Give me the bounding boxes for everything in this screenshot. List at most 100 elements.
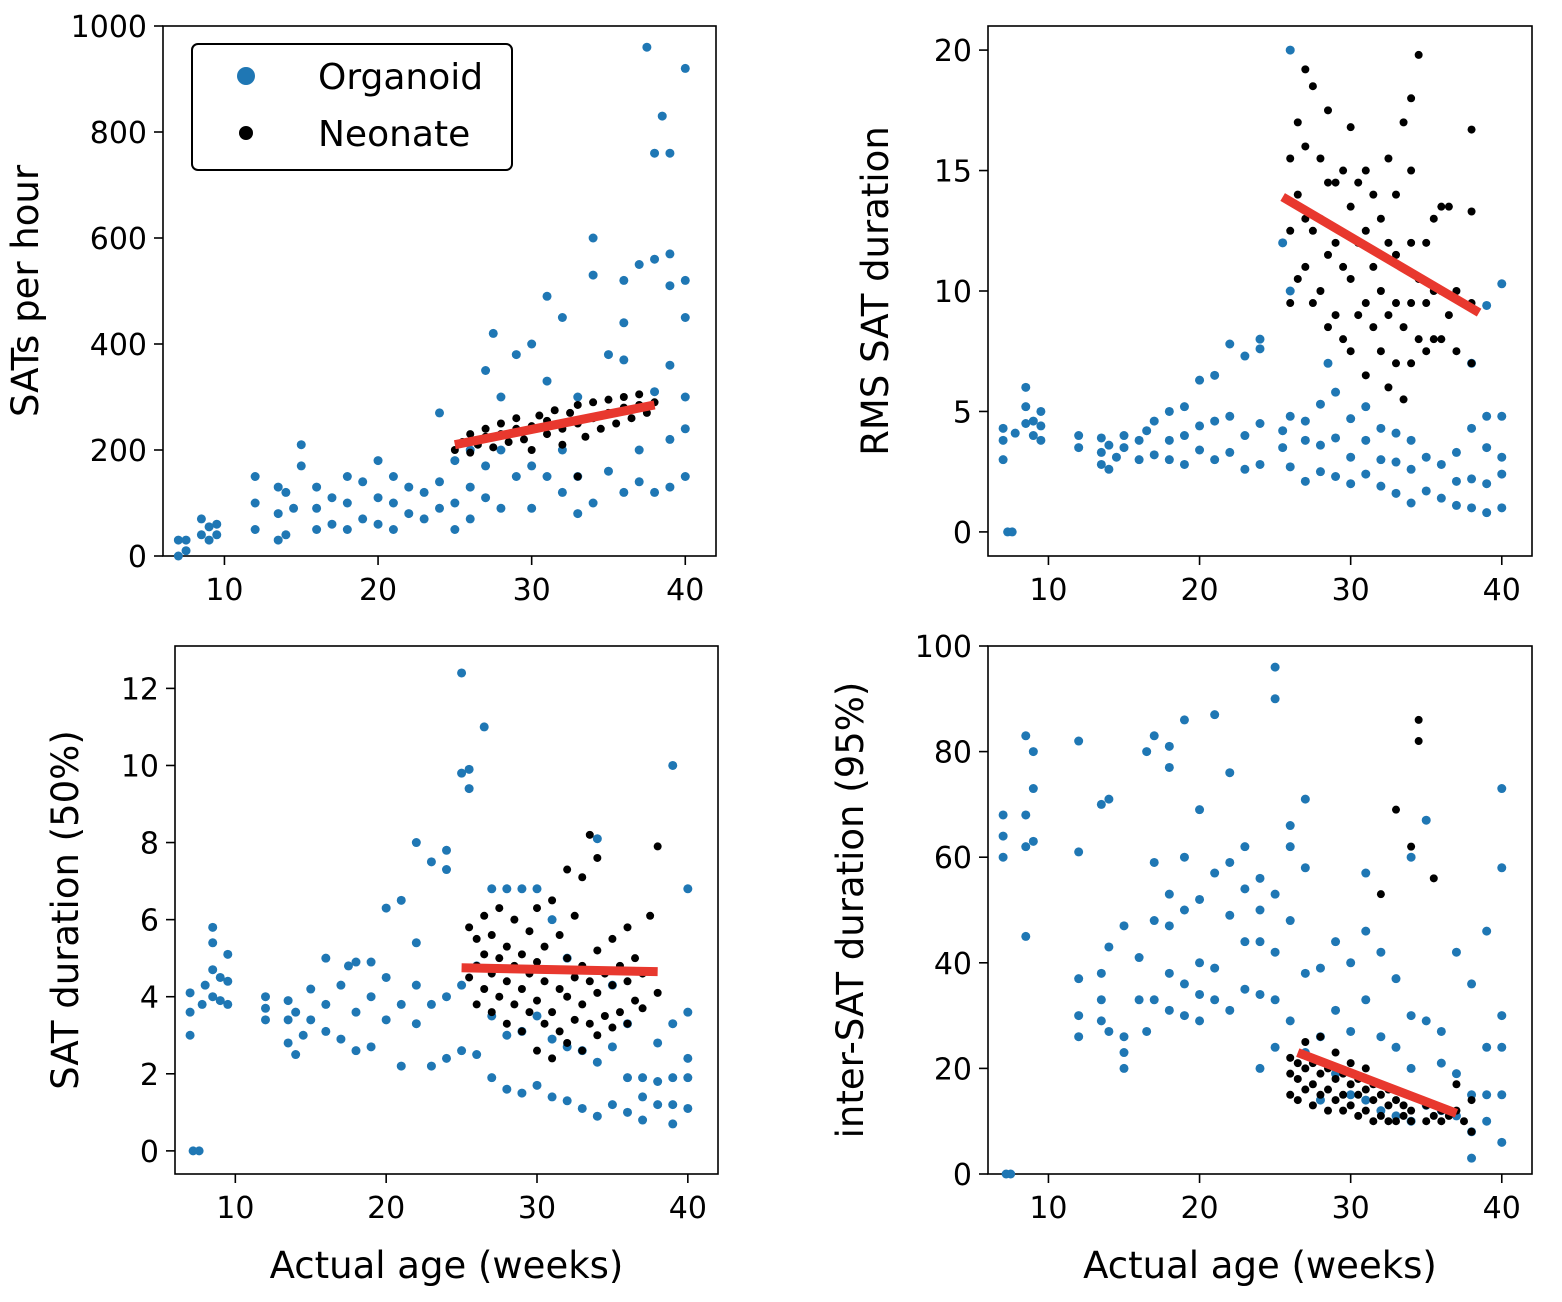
x-tick-label: 10 (1029, 573, 1067, 608)
point-organoid (481, 366, 491, 375)
point-organoid (351, 1007, 361, 1017)
point-neonate (1286, 1069, 1295, 1078)
point-organoid (496, 392, 506, 402)
point-organoid (650, 254, 660, 264)
point-organoid (1482, 1116, 1492, 1126)
point-neonate (480, 911, 489, 920)
point-neonate (1339, 335, 1348, 344)
point-organoid (435, 503, 444, 513)
point-neonate (1407, 166, 1416, 175)
point-neonate (1354, 1111, 1363, 1120)
point-neonate (563, 992, 572, 1001)
point-neonate (504, 438, 513, 447)
point-organoid (1482, 1090, 1492, 1100)
point-organoid (1482, 479, 1492, 489)
point-neonate (619, 393, 628, 401)
point-organoid (1451, 447, 1461, 457)
point-organoid (296, 461, 306, 471)
point-neonate (548, 1054, 557, 1063)
point-neonate (1331, 1096, 1340, 1105)
y-axis-label: inter-SAT duration (95%) (829, 682, 872, 1139)
point-organoid (321, 1026, 331, 1036)
point-organoid (680, 275, 690, 285)
point-organoid (1361, 995, 1371, 1005)
x-axis-label: Actual age (weeks) (1083, 1244, 1437, 1287)
point-neonate (481, 424, 490, 433)
point-organoid (653, 1100, 663, 1110)
point-organoid (487, 1073, 497, 1083)
point-neonate (517, 950, 526, 959)
point-organoid (502, 884, 512, 894)
point-neonate (1376, 1090, 1385, 1099)
point-organoid (1021, 382, 1031, 392)
point-organoid (619, 275, 629, 285)
point-organoid (668, 1073, 678, 1083)
point-organoid (457, 980, 467, 990)
point-neonate (510, 1000, 519, 1009)
point-neonate (608, 934, 617, 943)
point-organoid (481, 493, 491, 503)
point-organoid (588, 270, 598, 280)
point-organoid (642, 42, 652, 52)
y-tick-label: 0 (953, 1158, 972, 1193)
point-organoid (1225, 768, 1235, 778)
point-organoid (502, 1084, 512, 1094)
point-organoid (373, 456, 383, 466)
fit-line (461, 963, 658, 977)
y-tick-label: 600 (90, 222, 147, 257)
point-organoid (396, 999, 406, 1009)
point-organoid (1240, 884, 1250, 894)
point-neonate (1407, 1106, 1416, 1115)
point-neonate (487, 931, 496, 940)
point-organoid (1028, 747, 1038, 757)
point-organoid (1240, 431, 1250, 441)
point-organoid (1179, 852, 1189, 862)
point-neonate (1361, 166, 1370, 175)
point-neonate (1414, 737, 1423, 746)
point-organoid (1179, 459, 1189, 469)
point-neonate (1324, 1106, 1332, 1115)
point-organoid (665, 482, 675, 492)
point-neonate (1460, 1117, 1468, 1126)
point-organoid (457, 668, 467, 678)
point-neonate (535, 411, 544, 420)
point-organoid (208, 922, 218, 932)
point-neonate (1384, 1117, 1393, 1126)
point-organoid (1497, 1011, 1507, 1021)
point-neonate (510, 915, 519, 924)
y-tick-label: 6 (140, 904, 159, 939)
y-tick-label: 12 (121, 672, 159, 707)
point-organoid (1225, 910, 1235, 920)
point-neonate (466, 430, 475, 439)
point-organoid (1195, 805, 1205, 815)
point-organoid (1195, 989, 1205, 999)
x-tick-label: 40 (669, 1191, 707, 1226)
point-organoid (1134, 455, 1144, 465)
point-neonate (623, 923, 632, 932)
point-organoid (1255, 1063, 1265, 1073)
point-neonate (623, 977, 632, 986)
point-neonate (570, 973, 579, 982)
point-organoid (1406, 464, 1416, 474)
point-neonate (480, 950, 489, 959)
point-neonate (1293, 1059, 1302, 1068)
point-organoid (1331, 472, 1341, 481)
point-neonate (593, 988, 602, 997)
point-neonate (1331, 178, 1340, 187)
point-organoid (1036, 421, 1046, 431)
point-organoid (250, 525, 260, 534)
point-organoid (1331, 937, 1341, 947)
point-neonate (1293, 1096, 1302, 1105)
point-organoid (1451, 500, 1461, 510)
point-neonate (1361, 1085, 1370, 1094)
point-neonate (533, 1046, 541, 1055)
point-organoid (291, 1050, 301, 1060)
point-organoid (1315, 963, 1325, 973)
point-neonate (1407, 1117, 1416, 1126)
point-organoid (1361, 868, 1371, 878)
point-organoid (1240, 464, 1250, 474)
point-organoid (1270, 889, 1280, 899)
point-organoid (547, 915, 557, 925)
point-neonate (563, 954, 572, 963)
point-organoid (1300, 435, 1310, 445)
